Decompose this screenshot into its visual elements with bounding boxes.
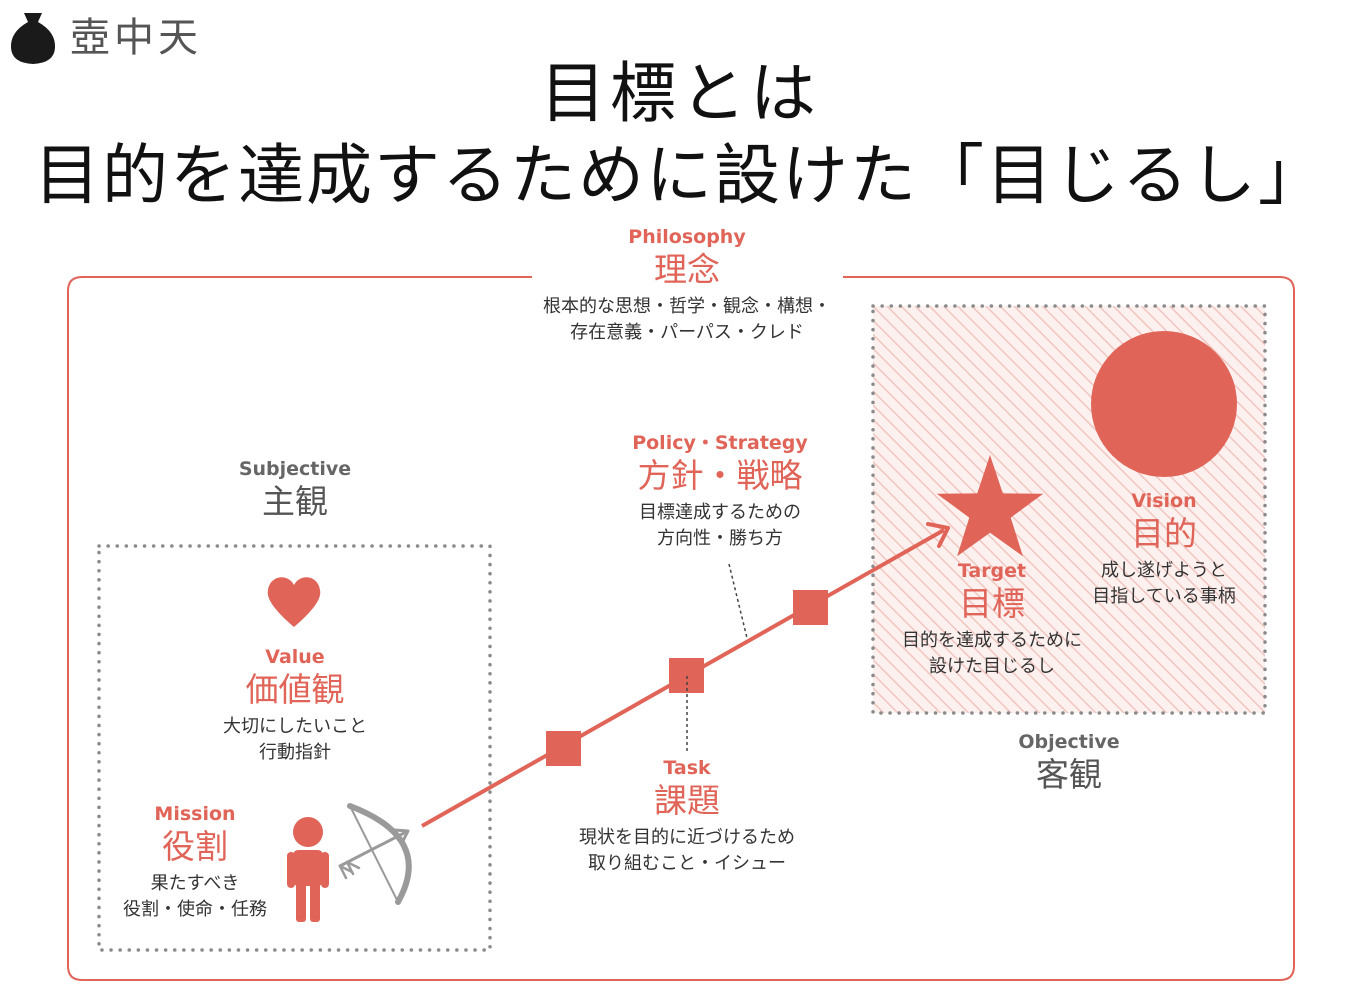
target-desc-1: 目的を達成するために: [902, 630, 1082, 651]
mission-block: Mission 役割 果たすべき 役割・使命・任務: [95, 803, 295, 923]
value-desc-2: 行動指針: [259, 742, 331, 763]
philosophy-frame: [67, 276, 1295, 981]
task-square-2: [669, 658, 704, 693]
philosophy-en: Philosophy: [628, 226, 746, 248]
objective-block: Objective 客観: [969, 731, 1169, 795]
objective-en: Objective: [1018, 731, 1120, 753]
mission-en: Mission: [154, 803, 236, 825]
task-desc-1: 現状を目的に近づけるため: [579, 827, 795, 848]
logo-text: 壺中天: [70, 15, 202, 61]
vision-en: Vision: [1131, 490, 1197, 512]
task-en: Task: [663, 757, 711, 779]
bow-and-arrow-icon: [338, 803, 412, 905]
philosophy-block: Philosophy 理念 根本的な思想・哲学・観念・構想・ 存在意義・パーパス…: [487, 226, 887, 346]
policy-en: Policy・Strategy: [632, 432, 808, 454]
target-jp: 目標: [959, 584, 1025, 623]
value-en: Value: [265, 646, 325, 668]
subjective-dotted-frame: [97, 544, 492, 952]
philosophy-jp: 理念: [654, 250, 720, 289]
page-title-line1: 目標とは: [540, 55, 820, 132]
task-desc-2: 取り組むこと・イシュー: [588, 853, 786, 874]
vision-desc-2: 目指している事柄: [1092, 586, 1236, 607]
arrow-head: [926, 522, 950, 548]
policy-jp: 方針・戦略: [637, 456, 803, 495]
vision-jp: 目的: [1131, 514, 1197, 553]
heart-icon: [267, 577, 321, 627]
task-jp: 課題: [654, 781, 720, 820]
task-square-1: [546, 731, 581, 766]
subjective-block: Subjective 主観: [195, 458, 395, 522]
mission-desc-2: 役割・使命・任務: [123, 899, 267, 920]
target-desc-2: 設けた目じるし: [929, 656, 1055, 677]
page-title-line2: 目的を達成するために設けた「目じるし」: [34, 137, 1326, 214]
policy-desc-2: 方向性・勝ち方: [657, 528, 783, 549]
person-icon: [287, 817, 329, 922]
value-block: Value 価値観 大切にしたいこと 行動指針: [175, 646, 415, 766]
circle-icon: [1091, 331, 1237, 477]
vision-block: Vision 目的 成し遂げようと 目指している事柄: [1054, 490, 1274, 610]
jar-icon: [10, 13, 56, 64]
subjective-jp: 主観: [262, 482, 328, 521]
task-block: Task 課題 現状を目的に近づけるため 取り組むこと・イシュー: [537, 757, 837, 877]
value-desc-1: 大切にしたいこと: [223, 716, 367, 737]
philosophy-desc-1: 根本的な思想・哲学・観念・構想・: [543, 296, 831, 317]
task-square-3: [793, 590, 828, 625]
mission-desc-1: 果たすべき: [150, 873, 240, 894]
policy-block: Policy・Strategy 方針・戦略 目標達成するための 方向性・勝ち方: [580, 432, 860, 552]
philosophy-desc-2: 存在意義・パーパス・クレド: [570, 322, 804, 343]
policy-leader-line: [728, 563, 748, 639]
policy-desc-1: 目標達成するための: [639, 502, 801, 523]
subjective-en: Subjective: [238, 458, 352, 480]
target-en: Target: [957, 560, 1027, 582]
objective-jp: 客観: [1036, 755, 1102, 794]
mission-jp: 役割: [162, 827, 228, 866]
vision-desc-1: 成し遂げようと: [1101, 560, 1227, 581]
target-block: Target 目標 目的を達成するために 設けた目じるし: [862, 560, 1122, 680]
value-jp: 価値観: [245, 670, 345, 709]
star-icon: [936, 455, 1044, 557]
